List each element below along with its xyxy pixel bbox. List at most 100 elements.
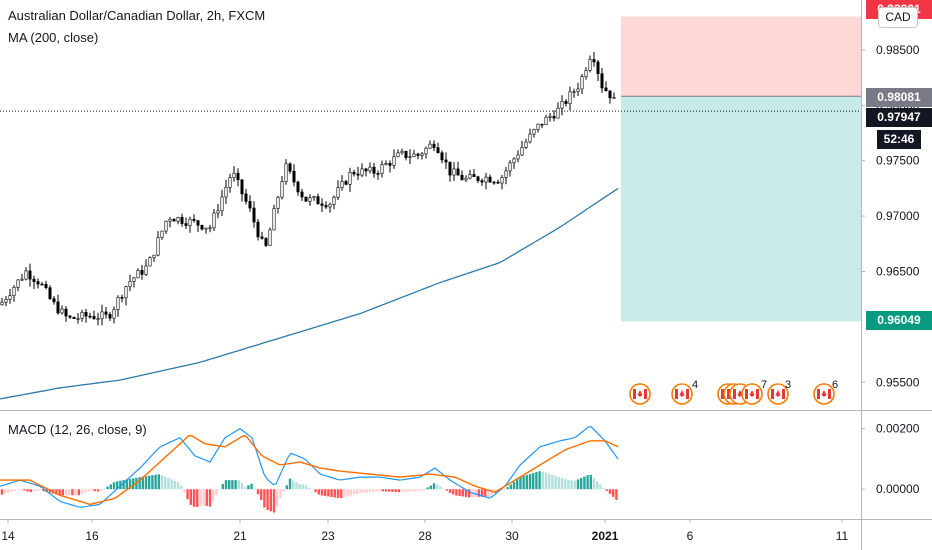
macd-histogram-bar bbox=[541, 471, 544, 490]
maple-leaf bbox=[749, 390, 755, 397]
macd-histogram-bar bbox=[119, 480, 122, 490]
macd-tick-label: 0.00000 bbox=[876, 482, 920, 496]
candle-body bbox=[592, 59, 596, 63]
macd-histogram-bar bbox=[234, 480, 237, 490]
macd-histogram-bar bbox=[170, 479, 173, 490]
candle-body bbox=[216, 210, 220, 214]
macd-histogram-bar bbox=[554, 475, 557, 490]
flag-band bbox=[828, 389, 831, 399]
macd-histogram-bar bbox=[48, 489, 52, 493]
macd-histogram-bar bbox=[368, 489, 372, 493]
macd-histogram-bar bbox=[426, 487, 429, 490]
macd-histogram-bar bbox=[87, 489, 90, 492]
macd-indicator-legend[interactable]: MACD (12, 26, close, 9) bbox=[8, 422, 147, 437]
candle-body bbox=[512, 158, 516, 164]
macd-tick-label: 0.00200 bbox=[876, 422, 920, 436]
macd-histogram bbox=[0, 471, 618, 513]
candle-body bbox=[144, 265, 148, 275]
macd-histogram-bar bbox=[509, 484, 512, 490]
candle-body bbox=[268, 229, 272, 246]
candle-body bbox=[52, 298, 56, 303]
macd-histogram-bar bbox=[544, 472, 548, 490]
candle-body bbox=[68, 315, 72, 318]
candle-body bbox=[332, 196, 336, 205]
candle-body bbox=[160, 230, 164, 239]
macd-histogram-bar bbox=[551, 474, 554, 490]
candle-body bbox=[252, 207, 256, 223]
macd-histogram-bar bbox=[263, 489, 266, 508]
candle-body bbox=[116, 297, 120, 310]
macd-histogram-bar bbox=[525, 475, 528, 490]
candle-body bbox=[64, 308, 68, 317]
macd-histogram-bar bbox=[0, 489, 4, 495]
candle-body bbox=[60, 308, 64, 314]
candle-body bbox=[400, 150, 404, 154]
maple-leaf bbox=[775, 390, 781, 397]
candle-body bbox=[96, 318, 100, 320]
candle-body bbox=[32, 278, 36, 282]
candle-body bbox=[456, 168, 460, 176]
macd-histogram-bar bbox=[160, 474, 164, 490]
macd-histogram-bar bbox=[391, 489, 394, 492]
candle-body bbox=[152, 254, 156, 258]
ma-indicator-legend[interactable]: MA (200, close) bbox=[8, 30, 99, 45]
candle-body bbox=[476, 176, 480, 181]
macd-histogram-bar bbox=[564, 479, 567, 490]
candle-body bbox=[360, 168, 364, 176]
candle-body bbox=[564, 101, 568, 104]
price-tick-label: 0.97000 bbox=[876, 209, 920, 223]
macd-histogram-bar bbox=[154, 474, 157, 490]
macd-histogram-bar bbox=[548, 473, 551, 490]
candle-body bbox=[288, 163, 292, 172]
candle-body bbox=[532, 129, 536, 135]
candle-body bbox=[228, 177, 232, 188]
macd-histogram-bar bbox=[269, 489, 272, 512]
macd-histogram-bar bbox=[186, 489, 189, 500]
candle-body bbox=[284, 163, 288, 182]
candle-body bbox=[584, 70, 588, 77]
candle-body bbox=[136, 270, 140, 279]
candle-body bbox=[356, 173, 360, 176]
macd-histogram-bar bbox=[106, 486, 109, 490]
macd-histogram-bar bbox=[148, 475, 151, 490]
macd-histogram-bar bbox=[93, 489, 96, 492]
macd-histogram-bar bbox=[247, 485, 250, 490]
macd-histogram-bar bbox=[298, 483, 301, 490]
flag-band bbox=[771, 389, 774, 399]
candle-body bbox=[548, 116, 552, 118]
candle-body bbox=[184, 223, 188, 226]
time-tick-label: 30 bbox=[505, 529, 519, 543]
candle-body bbox=[292, 170, 296, 183]
macd-histogram-bar bbox=[359, 489, 362, 494]
macd-histogram-bar bbox=[122, 480, 125, 490]
time-tick-label: 21 bbox=[233, 529, 247, 543]
candle-body bbox=[124, 286, 128, 299]
macd-histogram-bar bbox=[295, 482, 298, 490]
macd-histogram-bar bbox=[413, 489, 416, 492]
candle-body bbox=[556, 107, 560, 119]
economic-events[interactable]: 4 7 3 6 bbox=[629, 379, 838, 405]
macd-histogram-bar bbox=[589, 474, 592, 490]
macd-histogram-bar bbox=[64, 489, 68, 496]
macd-histogram-bar bbox=[410, 489, 413, 492]
candle-body bbox=[120, 297, 124, 299]
macd-histogram-bar bbox=[458, 489, 461, 496]
candle-body bbox=[72, 316, 76, 319]
currency-badge[interactable]: CAD bbox=[878, 7, 918, 28]
macd-histogram-bar bbox=[132, 478, 135, 490]
macd-histogram-bar bbox=[586, 475, 589, 490]
candle-body bbox=[240, 179, 244, 195]
macd-histogram-bar bbox=[583, 476, 586, 490]
macd-histogram-bar bbox=[256, 489, 260, 495]
macd-histogram-bar bbox=[96, 489, 100, 492]
macd-histogram-bar bbox=[330, 489, 333, 498]
candle-body bbox=[316, 196, 320, 205]
candle-body bbox=[440, 152, 444, 161]
macd-signal-line bbox=[0, 434, 619, 506]
candle-body bbox=[296, 181, 300, 193]
macd-histogram-bar bbox=[20, 489, 23, 491]
macd-histogram-bar bbox=[253, 488, 256, 490]
macd-histogram-bar bbox=[333, 489, 336, 498]
candle-body bbox=[496, 181, 500, 184]
